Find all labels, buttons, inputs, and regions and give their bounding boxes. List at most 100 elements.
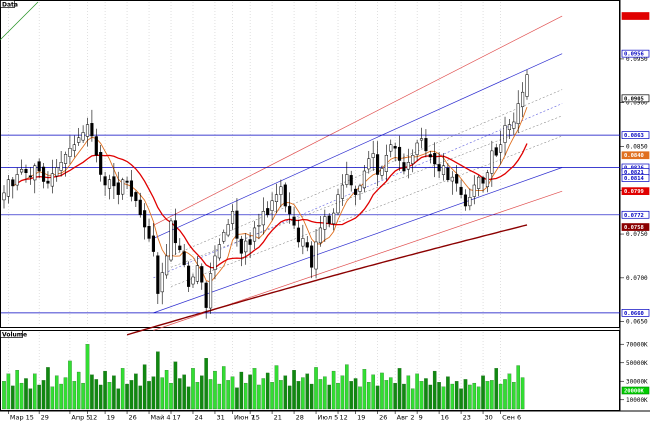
bullish-candle: [345, 174, 349, 185]
bearish-candle: [397, 146, 402, 161]
volume-tick-label: 10000K: [626, 397, 648, 404]
bullish-candle: [367, 158, 371, 170]
volume-bar: [81, 382, 85, 410]
time-tick-label: 26: [379, 414, 387, 422]
volume-bar: [459, 388, 463, 410]
bullish-candle: [332, 212, 336, 224]
volume-bar: [134, 373, 138, 410]
bullish-candle: [68, 147, 72, 157]
volume-bar: [169, 382, 173, 410]
volume-bars: [2, 344, 525, 410]
bullish-candle: [274, 194, 279, 202]
volume-tick-label: 50000K: [626, 360, 648, 367]
volume-bar: [340, 375, 345, 410]
bearish-candle: [182, 251, 186, 265]
volume-bar: [270, 382, 274, 410]
bearish-candle: [28, 175, 32, 178]
bearish-candle: [292, 216, 296, 226]
time-tick-label: 31: [216, 414, 224, 422]
volume-bar: [195, 382, 200, 410]
time-tick-label: Апр 5: [71, 414, 90, 422]
price-badge-label: 0.0660: [624, 311, 644, 317]
volume-bar: [208, 379, 213, 410]
price-badge: [621, 94, 650, 103]
bearish-candle: [94, 136, 98, 156]
volume-bar: [54, 375, 59, 410]
volume-bar: [217, 383, 222, 410]
price-panel-frame: [0, 0, 620, 328]
volume-bar: [204, 358, 208, 410]
volume-bar: [112, 375, 116, 410]
time-tick-label: 30: [485, 414, 493, 422]
bearish-candle: [138, 199, 142, 216]
volume-bar: [37, 384, 41, 410]
bullish-candle: [81, 132, 85, 141]
volume-bar: [32, 373, 37, 410]
price-badge-label: 0.0840: [624, 153, 644, 159]
bearish-candle: [116, 182, 120, 195]
volume-bar: [336, 382, 340, 410]
volume-bar: [41, 380, 46, 410]
volume-bar: [129, 380, 134, 410]
volume-bar: [24, 378, 28, 410]
price-badge: [621, 223, 650, 231]
volume-bar: [11, 385, 15, 410]
volume-bar: [186, 386, 191, 410]
volume-bar: [362, 369, 367, 410]
volume-bar: [388, 377, 393, 410]
bullish-candle: [270, 200, 274, 211]
bullish-candle: [2, 192, 6, 201]
volume-bar: [507, 373, 512, 410]
volume-bar: [463, 379, 468, 410]
bearish-candle: [327, 215, 331, 224]
time-tick-label: 12: [89, 414, 97, 422]
volume-bar: [107, 382, 112, 410]
volume-bar: [494, 368, 499, 410]
volume-bar: [164, 370, 169, 410]
volume-bar: [239, 371, 244, 410]
bullish-candle: [340, 184, 344, 199]
volume-bar: [94, 379, 99, 410]
volume-bar: [520, 377, 525, 410]
price-badge-label: 0.0999: [624, 14, 644, 20]
time-tick-label: 15: [252, 414, 260, 422]
volume-bar: [19, 382, 24, 410]
bullish-candle: [358, 185, 362, 192]
bearish-candle: [433, 153, 437, 165]
volume-bar: [248, 374, 252, 410]
volume-bar: [76, 371, 81, 410]
volume-bar: [274, 365, 279, 410]
volume-bar: [441, 386, 446, 410]
volume-bar: [287, 385, 292, 410]
volume-bar: [428, 384, 433, 410]
time-axis-labels: Мар 15 29 Апр 512 19 26 Май 4 17 24 31 Июн 715 21 2…: [8, 411, 521, 422]
bullish-candle: [441, 165, 446, 175]
time-tick-label: 12: [340, 414, 348, 422]
volume-bar: [226, 380, 230, 410]
volume-bar: [116, 388, 121, 410]
volume-bar: [252, 368, 257, 410]
volume-bar: [72, 381, 77, 410]
volume-bar: [257, 384, 261, 410]
slow-moving-average-line: [126, 224, 528, 336]
bearish-candle: [173, 220, 177, 244]
volume-bar: [90, 374, 94, 410]
volume-bar: [485, 381, 490, 410]
bullish-candle: [217, 244, 221, 259]
volume-bar: [446, 376, 450, 410]
price-badge: [621, 309, 650, 317]
price-axis-badges: 0.09990.09560.09050.08630.08400.08260.08…: [621, 12, 650, 317]
time-tick-label: Май 4: [151, 414, 171, 422]
bullish-candle: [63, 154, 68, 164]
bearish-candle: [266, 208, 270, 216]
bearish-candle: [310, 245, 314, 268]
price-badge-label: 0.0814: [624, 176, 645, 182]
price-tick-label: 0.0950: [626, 56, 648, 63]
bearish-candle: [288, 206, 292, 215]
price-panel-title: Data: [2, 2, 18, 9]
bearish-candle: [125, 180, 129, 183]
volume-bar: [309, 383, 314, 410]
volume-bar: [353, 378, 358, 410]
volume-bar: [345, 364, 349, 410]
